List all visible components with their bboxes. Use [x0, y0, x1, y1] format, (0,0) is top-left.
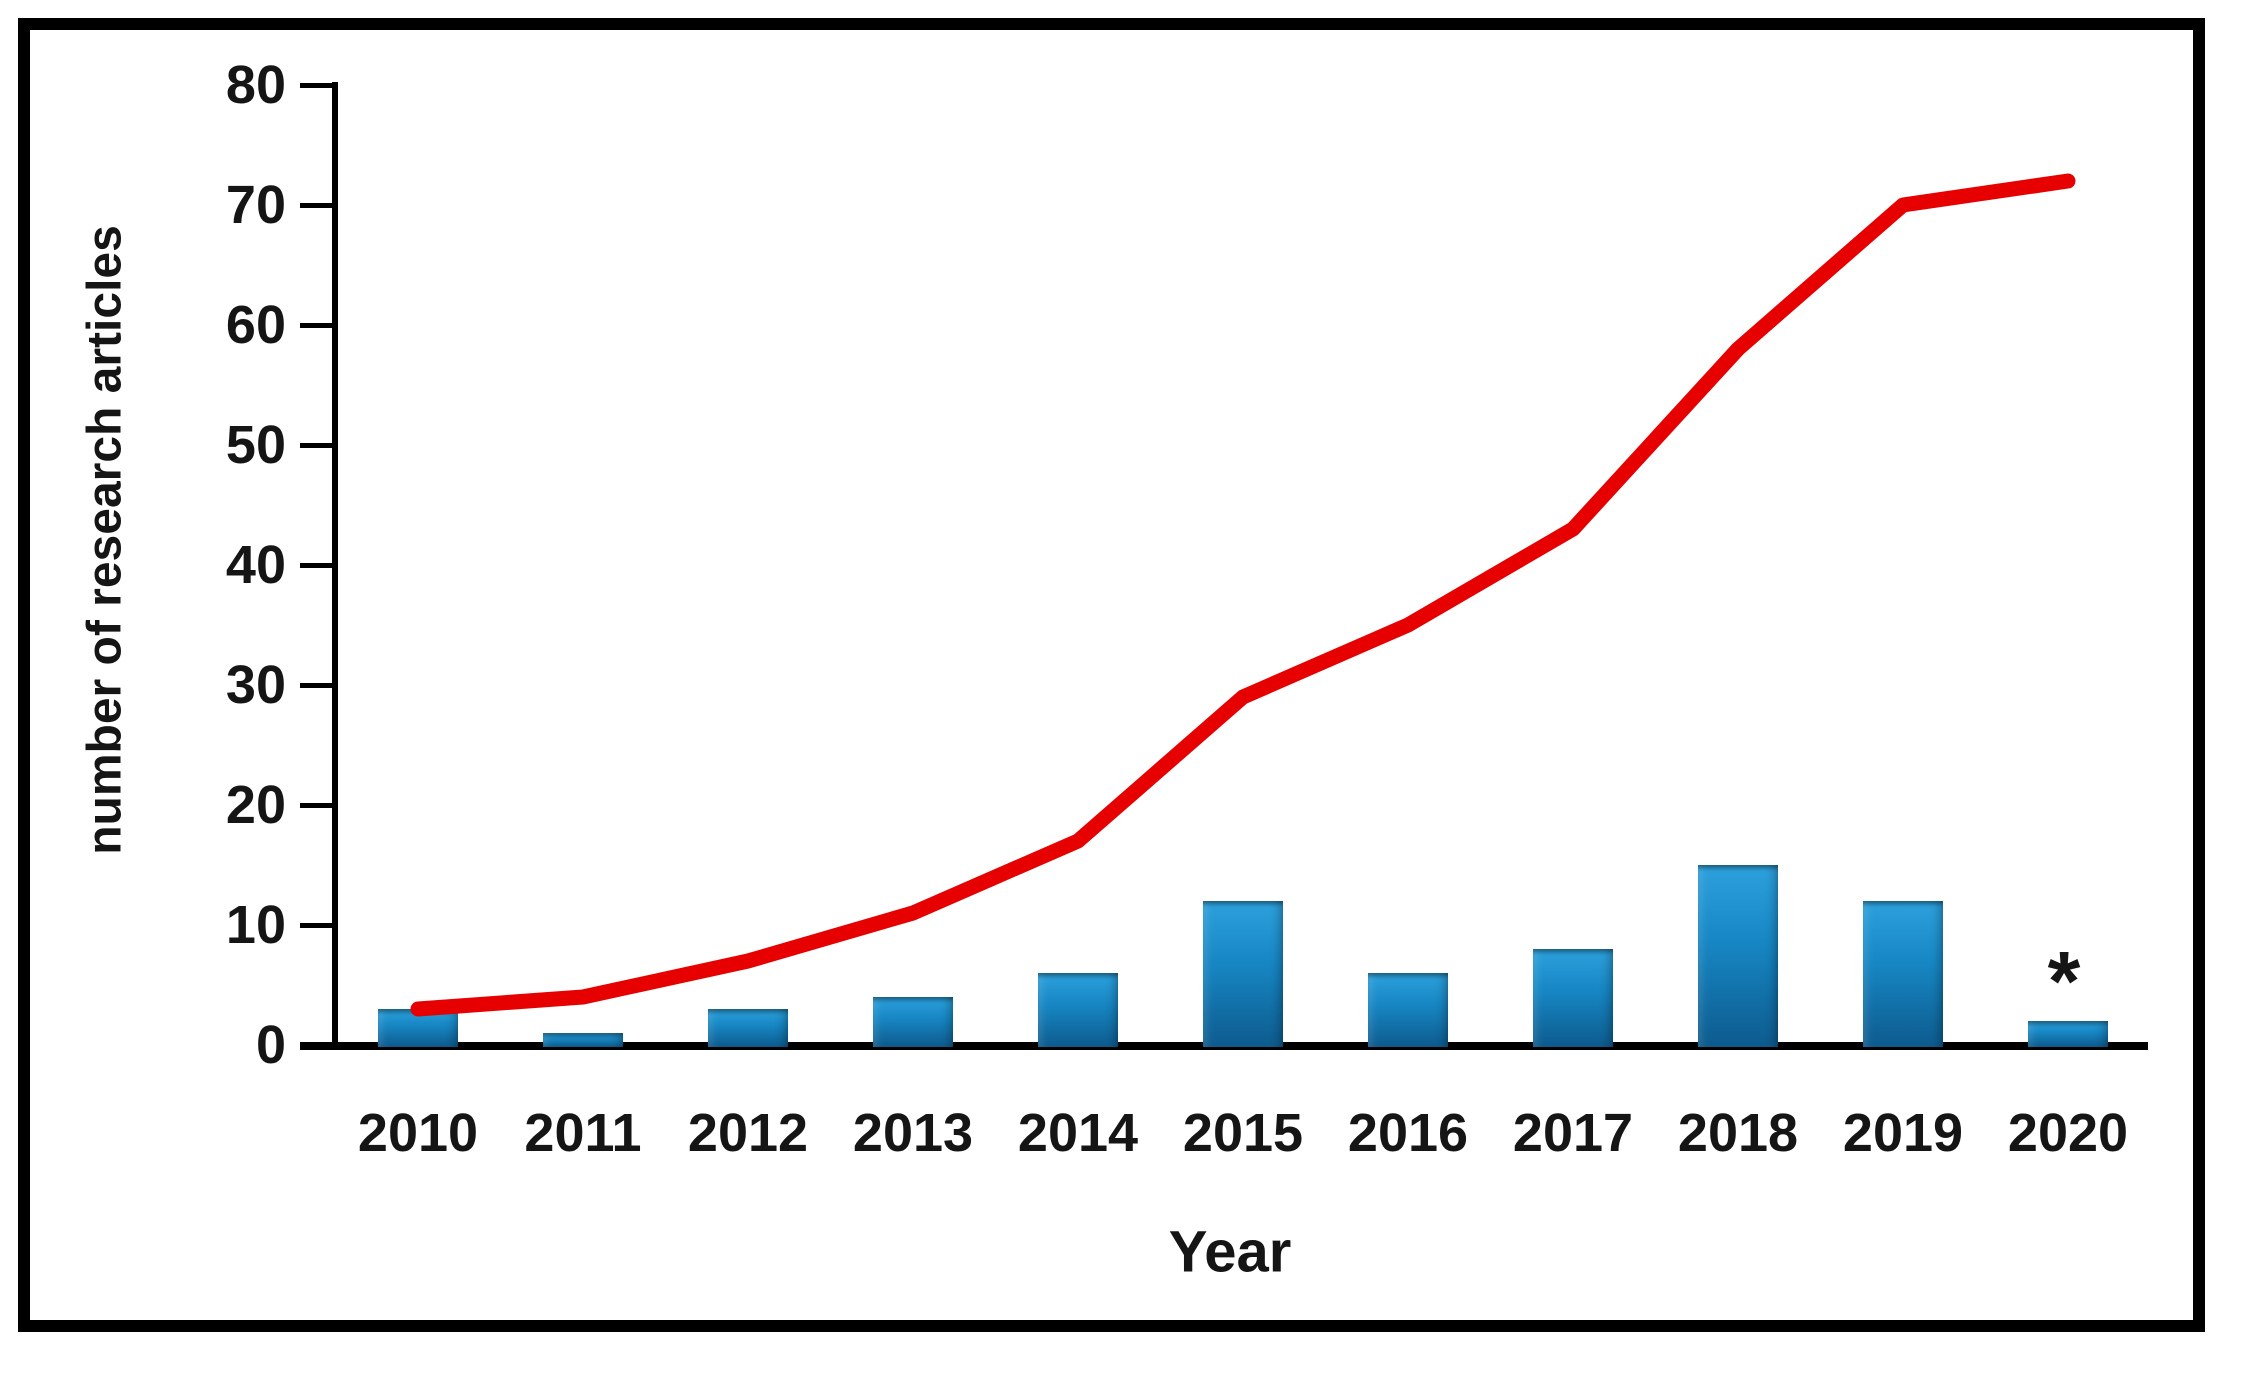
y-tick-label: 80 [225, 55, 286, 115]
bar-2013 [873, 997, 953, 1047]
x-tick-label-2014: 2014 [1017, 1103, 1139, 1163]
y-tick-mark [300, 682, 335, 688]
y-tick-mark [300, 202, 335, 208]
bar-2018 [1698, 865, 1778, 1047]
y-tick-mark [300, 82, 335, 88]
y-axis-title: number of research articles [78, 225, 132, 855]
y-tick-label: 60 [225, 295, 286, 355]
x-tick-label-2017: 2017 [1512, 1103, 1634, 1163]
bar-2014 [1038, 973, 1118, 1047]
y-tick-mark [300, 802, 335, 808]
x-tick-label-2020: 2020 [2007, 1103, 2129, 1163]
y-tick-mark [300, 922, 335, 928]
y-axis-line [332, 82, 338, 1050]
y-tick-mark [300, 442, 335, 448]
y-tick-label: 20 [225, 775, 286, 835]
bar-2020 [2028, 1021, 2108, 1047]
x-tick-label-2015: 2015 [1182, 1103, 1304, 1163]
x-tick-label-2011: 2011 [524, 1103, 642, 1163]
bar-2019 [1863, 901, 1943, 1047]
bar-2010 [378, 1009, 458, 1047]
y-tick-mark [300, 322, 335, 328]
bar-2015 [1203, 901, 1283, 1047]
asterisk-annotation: * [2047, 934, 2081, 1028]
x-tick-label-2018: 2018 [1677, 1103, 1799, 1163]
x-tick-label-2016: 2016 [1347, 1103, 1469, 1163]
y-tick-label: 50 [225, 415, 286, 475]
x-tick-label-2010: 2010 [357, 1103, 479, 1163]
x-tick-label-2019: 2019 [1842, 1103, 1964, 1163]
bar-2016 [1368, 973, 1448, 1047]
bar-2011 [543, 1033, 623, 1047]
y-tick-label: 30 [225, 655, 286, 715]
y-tick-label: 10 [225, 895, 286, 955]
y-tick-label: 0 [255, 1015, 286, 1075]
y-tick-mark [300, 562, 335, 568]
x-tick-label-2013: 2013 [852, 1103, 974, 1163]
bar-2012 [708, 1009, 788, 1047]
y-tick-label: 40 [225, 535, 286, 595]
y-tick-mark [300, 1042, 335, 1048]
y-tick-label: 70 [225, 175, 286, 235]
x-tick-label-2012: 2012 [687, 1103, 809, 1163]
bar-2017 [1533, 949, 1613, 1047]
x-axis-title: Year [1168, 1219, 1292, 1285]
